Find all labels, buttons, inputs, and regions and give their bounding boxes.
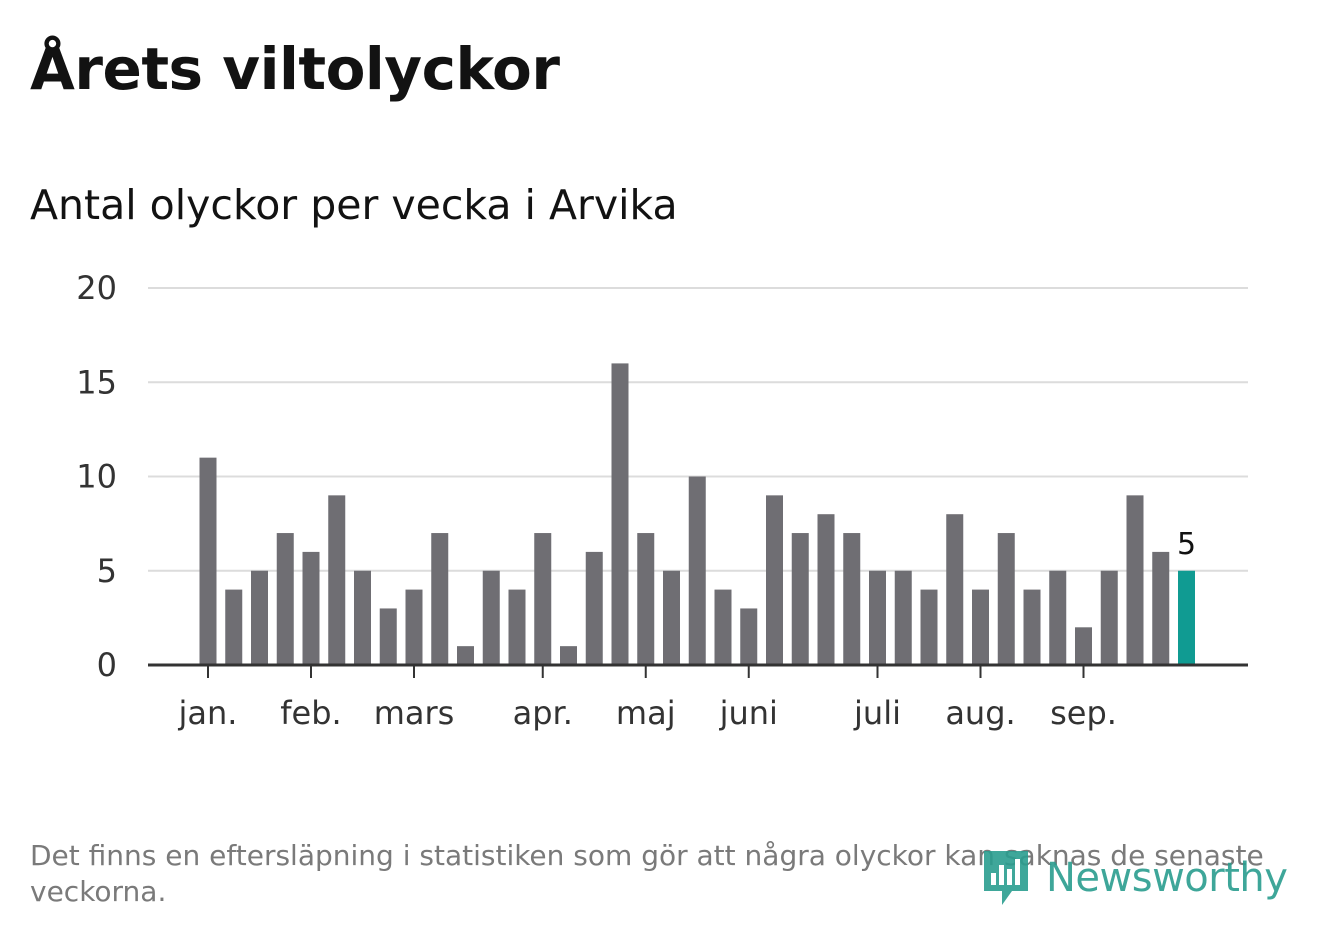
bar bbox=[534, 533, 552, 665]
bar bbox=[560, 646, 577, 665]
bar bbox=[663, 570, 680, 665]
y-tick-label: 10 bbox=[76, 458, 117, 496]
bar bbox=[972, 589, 989, 665]
bar bbox=[199, 457, 217, 665]
bar bbox=[354, 570, 371, 665]
bar bbox=[431, 533, 449, 665]
brand-name: Newsworthy bbox=[1046, 855, 1288, 901]
bar bbox=[1126, 495, 1144, 665]
bars bbox=[199, 363, 1195, 665]
x-tick-label: apr. bbox=[513, 694, 573, 732]
bar bbox=[482, 570, 500, 665]
data-labels: 5 bbox=[1177, 527, 1196, 562]
bar bbox=[457, 646, 474, 665]
bar bbox=[585, 551, 603, 665]
bar bbox=[637, 533, 655, 665]
bar bbox=[946, 514, 964, 665]
bar bbox=[740, 608, 758, 665]
x-tick-label: sep. bbox=[1050, 694, 1117, 732]
bar bbox=[508, 589, 526, 665]
bar bbox=[714, 589, 732, 665]
chart-title: Årets viltolyckor bbox=[30, 35, 560, 103]
x-axis-ticks: jan. feb. mars apr. maj juni juli aug. sep. bbox=[178, 665, 1117, 732]
bar bbox=[405, 589, 423, 665]
bar bbox=[1049, 570, 1067, 665]
x-tick-label: feb. bbox=[280, 694, 341, 732]
footnote: Det finns en eftersläpning i statistiken… bbox=[30, 839, 1264, 908]
y-tick-label: 20 bbox=[76, 269, 117, 307]
bar bbox=[1075, 627, 1092, 665]
bar bbox=[251, 570, 268, 665]
newsworthy-logo-icon bbox=[984, 851, 1028, 905]
y-tick-label: 15 bbox=[76, 363, 117, 401]
bar-chart: 0 5 10 15 20 jan. feb. mars apr. maj juni juli aug.… bbox=[76, 269, 1248, 732]
x-tick-label: maj bbox=[616, 694, 676, 732]
bar bbox=[791, 533, 809, 665]
y-tick-label: 5 bbox=[97, 552, 117, 590]
bar bbox=[611, 363, 629, 665]
x-tick-label: juli bbox=[853, 694, 901, 732]
bar-highlight bbox=[1178, 570, 1195, 665]
y-tick-label: 0 bbox=[97, 646, 117, 684]
bar bbox=[302, 551, 320, 665]
data-label-latest: 5 bbox=[1177, 527, 1196, 562]
bar bbox=[225, 589, 243, 665]
x-tick-label: mars bbox=[374, 694, 455, 732]
bar bbox=[379, 608, 397, 665]
bar bbox=[1100, 570, 1118, 665]
bar bbox=[997, 533, 1015, 665]
bar bbox=[920, 589, 938, 665]
bar bbox=[1023, 589, 1041, 665]
bar bbox=[894, 570, 912, 665]
bar bbox=[817, 514, 835, 665]
x-tick-label: juni bbox=[719, 694, 778, 732]
bar bbox=[328, 495, 346, 665]
bar bbox=[276, 533, 294, 665]
brand-logo[interactable]: Newsworthy bbox=[980, 846, 1288, 910]
chart-subtitle: Antal olyckor per vecka i Arvika bbox=[30, 181, 678, 229]
bar bbox=[766, 495, 783, 665]
bar bbox=[1152, 551, 1170, 665]
bar bbox=[869, 570, 886, 665]
y-axis-ticks: 0 5 10 15 20 bbox=[76, 269, 117, 684]
bar bbox=[688, 476, 706, 665]
x-tick-label: jan. bbox=[178, 694, 238, 732]
bar bbox=[843, 533, 861, 665]
x-tick-label: aug. bbox=[945, 694, 1015, 732]
